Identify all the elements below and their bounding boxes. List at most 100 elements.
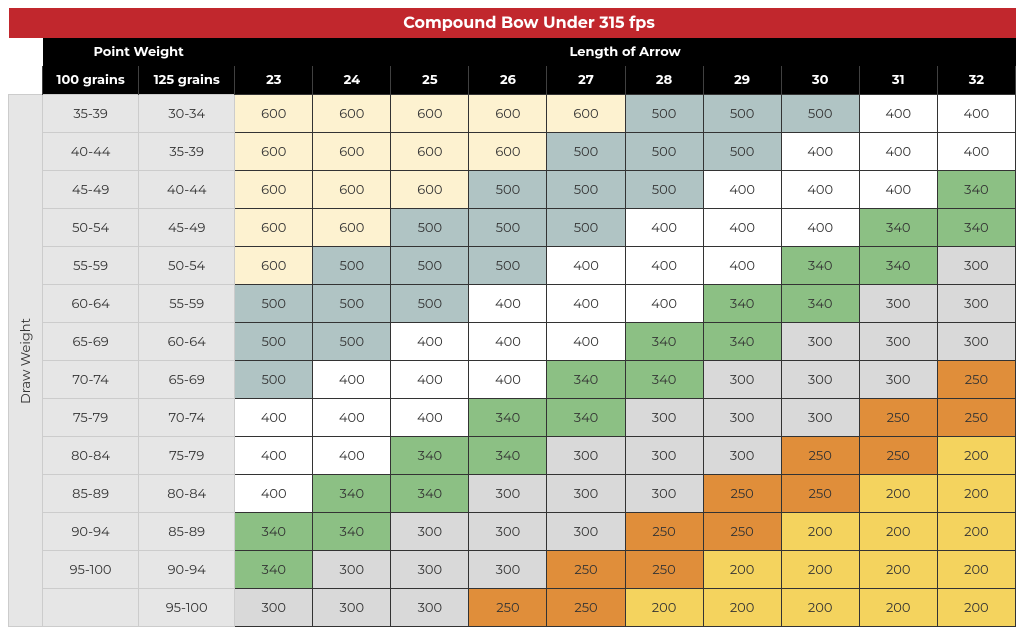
spine-cell: 600 [547,95,625,133]
spine-cell: 250 [469,589,547,627]
spine-cell: 400 [547,247,625,285]
spine-cell: 250 [937,361,1015,399]
spine-cell: 400 [625,247,703,285]
col-arrow-25: 25 [391,66,469,95]
spine-cell: 500 [547,133,625,171]
spine-cell: 340 [469,399,547,437]
spine-cell: 250 [547,589,625,627]
spine-cell: 300 [781,361,859,399]
table-row: 60-6455-59500500500400400400340340300300 [9,285,1016,323]
spine-cell: 400 [313,437,391,475]
spine-cell: 400 [235,399,313,437]
spine-cell: 300 [937,247,1015,285]
table-row: 95-10090-9434030030030025025020020020020… [9,551,1016,589]
table-row: 85-8980-84400340340300300300250250200200 [9,475,1016,513]
spine-cell: 400 [391,399,469,437]
spine-cell: 300 [625,399,703,437]
spine-cell: 300 [547,513,625,551]
spine-cell: 300 [703,361,781,399]
point-weight-cell: 30-34 [139,95,235,133]
spine-cell: 250 [781,475,859,513]
spine-cell: 500 [391,247,469,285]
table-row: 50-5445-49600600500500500400400400340340 [9,209,1016,247]
spine-cell: 500 [625,95,703,133]
table-row: 75-7970-74400400400340340300300300250250 [9,399,1016,437]
table-row: 95-100300300300250250200200200200200 [9,589,1016,627]
spine-cell: 400 [469,361,547,399]
spine-cell: 200 [859,475,937,513]
spine-cell: 340 [391,437,469,475]
point-weight-cell: 95-100 [139,589,235,627]
spine-cell: 400 [235,437,313,475]
point-weight-cell: 35-39 [139,133,235,171]
table-row: 55-5950-54600500500500400400400340340300 [9,247,1016,285]
spine-cell: 340 [547,399,625,437]
col-125-grains: 125 grains [139,66,235,95]
spine-cell: 300 [469,551,547,589]
spine-cell: 400 [781,171,859,209]
point-weight-cell: 60-64 [43,285,139,323]
point-weight-cell: 85-89 [139,513,235,551]
spine-cell: 300 [391,551,469,589]
spine-cell: 300 [313,589,391,627]
spine-cell: 340 [703,285,781,323]
spine-cell: 400 [625,209,703,247]
spine-cell: 600 [235,171,313,209]
spine-cell: 300 [313,551,391,589]
spine-cell: 400 [859,171,937,209]
spine-cell: 340 [313,475,391,513]
spine-cell: 340 [235,551,313,589]
spine-cell: 340 [859,247,937,285]
spine-cell: 400 [781,133,859,171]
point-weight-cell: 65-69 [43,323,139,361]
spine-cell: 200 [781,551,859,589]
spine-cell: 600 [235,133,313,171]
point-weight-cell: 80-84 [139,475,235,513]
spine-cell: 500 [391,285,469,323]
spine-cell: 500 [313,247,391,285]
spine-cell: 300 [859,323,937,361]
spine-cell: 500 [625,171,703,209]
spine-cell: 600 [391,95,469,133]
col-arrow-27: 27 [547,66,625,95]
spine-cell: 400 [391,361,469,399]
spine-cell: 340 [859,209,937,247]
spine-cell: 340 [937,209,1015,247]
spine-cell: 340 [937,171,1015,209]
point-weight-cell [43,589,139,627]
spine-cell: 500 [235,361,313,399]
spine-cell: 600 [313,133,391,171]
spine-cell: 250 [625,551,703,589]
spine-cell: 300 [547,437,625,475]
point-weight-cell: 80-84 [43,437,139,475]
spine-cell: 300 [469,513,547,551]
spine-cell: 400 [703,171,781,209]
spine-cell: 340 [625,323,703,361]
table-row: 80-8475-79400400340340300300300250250200 [9,437,1016,475]
spine-cell: 250 [859,437,937,475]
spine-cell: 500 [469,171,547,209]
arrow-length-header: Length of Arrow [235,38,1016,66]
spine-cell: 340 [391,475,469,513]
spine-cell: 200 [937,437,1015,475]
spine-cell: 340 [235,513,313,551]
point-weight-cell: 75-79 [43,399,139,437]
point-weight-cell: 95-100 [43,551,139,589]
spine-cell: 600 [391,133,469,171]
spine-cell: 400 [859,133,937,171]
spine-cell: 500 [235,285,313,323]
spine-chart-table: Compound Bow Under 315 fps Point Weight … [8,8,1016,627]
spine-cell: 200 [625,589,703,627]
spine-cell: 300 [859,361,937,399]
spine-cell: 340 [469,437,547,475]
spine-cell: 340 [781,285,859,323]
spine-cell: 500 [313,323,391,361]
spine-cell: 300 [703,399,781,437]
spine-cell: 300 [781,399,859,437]
spine-cell: 200 [937,513,1015,551]
spine-cell: 300 [391,589,469,627]
spine-cell: 200 [781,589,859,627]
spine-cell: 600 [235,95,313,133]
point-weight-cell: 40-44 [139,171,235,209]
spine-cell: 400 [391,323,469,361]
